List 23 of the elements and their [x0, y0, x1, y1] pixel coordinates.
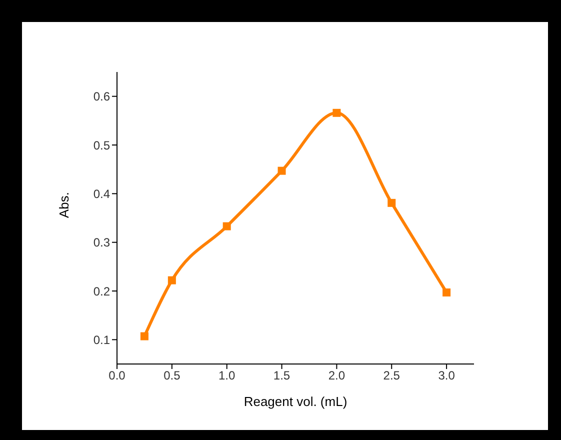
- x-tick-label: 0.5: [164, 368, 181, 383]
- x-tick-label: 2.5: [383, 368, 400, 383]
- point: [442, 288, 451, 296]
- y-tick-label: 0.6: [93, 90, 110, 104]
- y-axis-title: Abs.: [56, 192, 72, 218]
- x-tick-label: 2.0: [328, 368, 346, 383]
- x-tick-label: 0.0: [108, 368, 126, 383]
- point: [278, 166, 286, 175]
- point: [332, 108, 341, 117]
- y-tick-label: 0.5: [93, 138, 110, 152]
- frame: 0.0 0.5 1.0 1.5 2.0 2.5 3.0 Reagent vol. (mL) 0.1 0.2 0.3 0.4 0.5 0.6 Abs.: [22, 22, 548, 430]
- x-axis-title: Reagent vol. (mL): [244, 394, 348, 409]
- y-tick-label: 0.1: [93, 332, 110, 347]
- y-tick-label: 0.4: [93, 186, 110, 201]
- point: [168, 276, 176, 284]
- x-tick-label: 1.5: [273, 368, 290, 383]
- point: [388, 198, 396, 207]
- y-tick-label: 0.2: [93, 284, 110, 298]
- x-tick-label: 1.0: [218, 368, 236, 383]
- point: [222, 222, 231, 230]
- point: [140, 332, 148, 340]
- y-tick-label: 0.3: [93, 236, 110, 250]
- x-tick-label: 3.0: [438, 368, 456, 383]
